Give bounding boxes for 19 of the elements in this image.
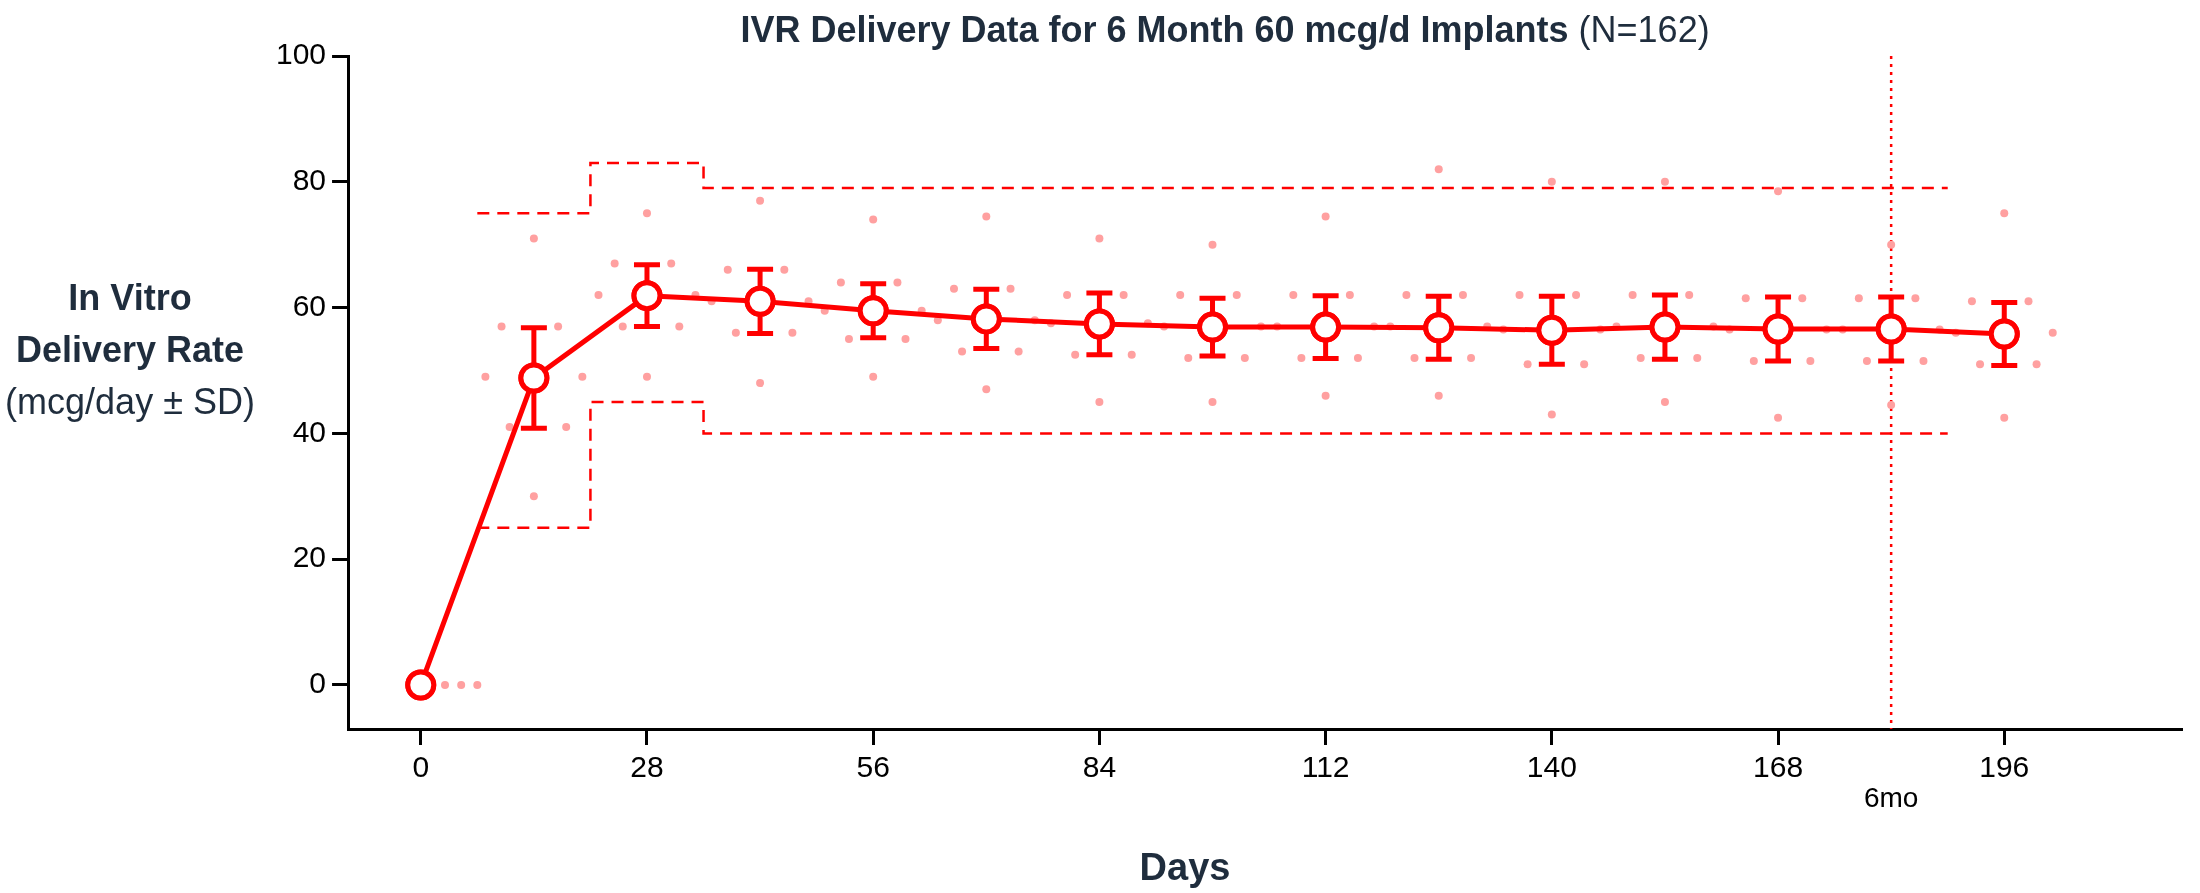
x-tick-label: 0 xyxy=(412,750,430,784)
x-tick-label: 56 xyxy=(856,750,890,784)
y-tick-label: 0 xyxy=(309,666,327,700)
x-tick-label: 168 xyxy=(1753,750,1804,784)
chart-subtitle: (N=162) xyxy=(1568,9,1710,50)
x-axis-title: Days xyxy=(1139,846,1231,888)
x-tick-label: 196 xyxy=(1979,750,2030,784)
chart-title: IVR Delivery Data for 6 Month 60 mcg/d Implants xyxy=(740,9,1569,50)
x-tick-label: 28 xyxy=(630,750,664,784)
y-tick-label: 60 xyxy=(292,288,327,322)
x-tick-label: 112 xyxy=(1301,750,1350,784)
y-tick-label: 100 xyxy=(275,37,327,71)
y-tick-label: 20 xyxy=(292,540,327,574)
x-tick-label: 84 xyxy=(1082,750,1117,784)
y-tick-label: 40 xyxy=(292,414,327,448)
y-axis-title: In Vitro Delivery Rate (mcg/day ± SD) xyxy=(5,277,255,422)
ref-line-label: 6mo xyxy=(1863,781,1919,813)
y-tick-label: 80 xyxy=(292,163,327,197)
x-tick-label: 140 xyxy=(1526,750,1577,784)
